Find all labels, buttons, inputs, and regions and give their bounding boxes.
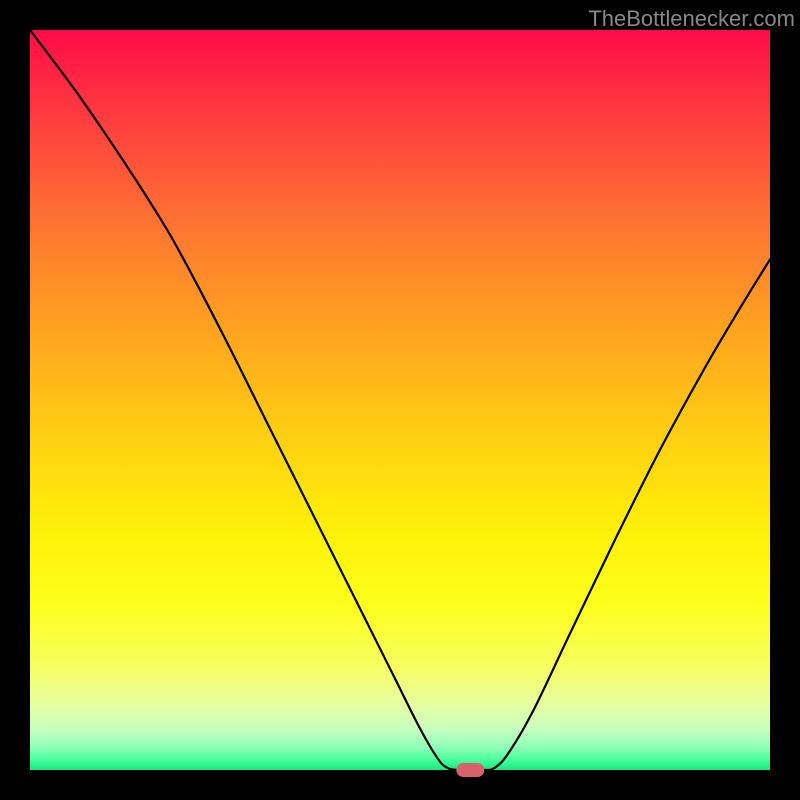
attribution-text: TheBottlenecker.com	[588, 6, 795, 31]
chart-svg: TheBottlenecker.com	[0, 0, 800, 800]
optimal-marker	[456, 763, 484, 777]
bottleneck-chart: TheBottlenecker.com	[0, 0, 800, 800]
plot-background	[30, 30, 770, 770]
